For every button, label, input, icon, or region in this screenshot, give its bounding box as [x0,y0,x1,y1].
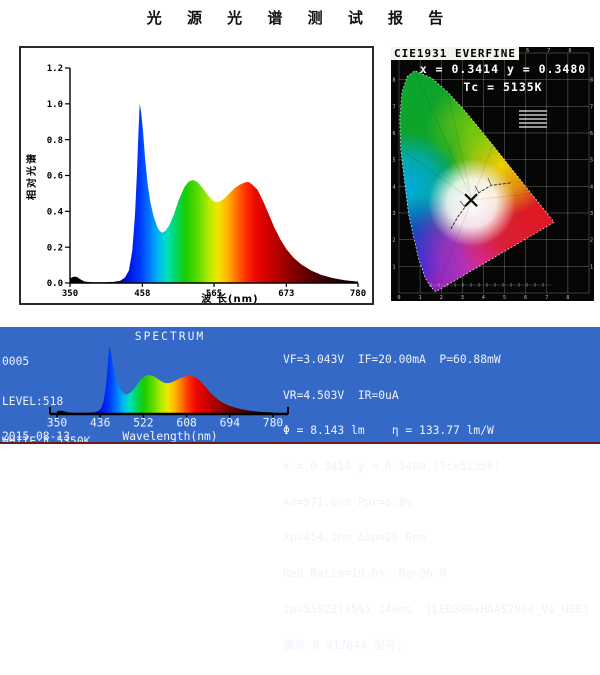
svg-text:6: 6 [590,131,593,137]
date-label: 2015-08-13 [2,430,71,443]
svg-text:4: 4 [590,184,593,190]
svg-text:2: 2 [392,238,395,244]
svg-text:350: 350 [62,289,78,299]
svg-text:780: 780 [263,417,284,430]
svg-text:8: 8 [566,295,569,301]
measurement-line: Ip=55922(85%) 140ms [LED300+HAAS2000_V1_… [283,602,590,616]
measurement-line: Φ = 8.143 lm η = 133.77 lm/W [283,424,494,438]
svg-text:7: 7 [590,104,593,110]
svg-text:8: 8 [590,78,593,84]
device-id: 0005 [2,355,30,369]
cie-header-label: CIE1931 EVERFINE [391,47,519,60]
svg-text:673: 673 [278,289,294,299]
measurement-line: Red Ratio=19.6% Ra=96.0 [283,567,447,581]
svg-text:0: 0 [397,295,400,301]
panel-spectrum-chart: 350 436 522 608 694 780 [47,347,289,430]
svg-text:8: 8 [568,48,571,54]
svg-text:436: 436 [90,417,111,430]
svg-text:0.2: 0.2 [47,243,63,253]
spectrum-chart: 0.0 0.2 0.4 0.6 0.8 1.0 1.2 350 458 565 673 780 波 长(… [25,64,366,305]
svg-text:1: 1 [590,264,593,270]
cie-diagram: 0011223344556677881122334455667788 [391,47,594,301]
svg-text:波 长(nm): 波 长(nm) [201,292,258,303]
svg-text:7: 7 [545,295,548,301]
svg-text:8: 8 [392,78,395,84]
svg-text:0.4: 0.4 [47,208,64,218]
measurement-line: x = 0.3414 y = 0.3480 (Tc=5135K) [283,459,501,473]
measurement-line: VR=4.503V IR=0uA [283,388,399,402]
svg-text:1: 1 [419,295,422,301]
svg-text:2: 2 [440,295,443,301]
svg-text:0.6: 0.6 [47,172,63,182]
svg-text:6: 6 [526,48,529,54]
cie-tc-value: Tc = 5135K [463,80,543,94]
svg-text:0.0: 0.0 [47,279,63,289]
svg-text:3: 3 [392,211,395,217]
svg-text:0.8: 0.8 [47,136,63,146]
level-value: LEVEL:518 [2,395,64,409]
svg-text:7: 7 [547,48,550,54]
svg-text:1: 1 [392,264,395,270]
measurement-line: λd=571.0nm Pur=6.8% [283,495,413,509]
svg-text:3: 3 [461,295,464,301]
svg-text:4: 4 [482,295,485,301]
svg-text:6: 6 [392,131,395,137]
svg-text:780: 780 [350,289,366,299]
spectrum-chart-box: 0.0 0.2 0.4 0.6 0.8 1.0 1.2 350 458 565 673 780 波 长(… [19,46,374,305]
svg-text:5: 5 [392,158,395,164]
measurement-line: λp=454.1nm Δλp=26.0nm [283,531,426,545]
report-page: 光 源 光 谱 测 试 报 告 0.0 0.2 0.4 0.6 0.8 1.0 1.2 350… [0,9,600,651]
cie-xy-value: x = 0.3414 y = 0.3480 [419,62,587,76]
measurement-line: VF=3.043V IF=20.00mA P=60.88mW [283,352,501,366]
svg-text:相对光谱: 相对光谱 [25,152,38,200]
measurement-line: 编号:N 417844 型号: [283,638,404,652]
measurement-readout: VF=3.043V IF=20.00mA P=60.88mW VR=4.503V… [283,330,589,675]
svg-text:608: 608 [176,417,197,430]
svg-text:350: 350 [47,417,68,430]
svg-text:522: 522 [133,417,153,430]
svg-text:7: 7 [392,104,395,110]
svg-text:694: 694 [220,417,241,430]
svg-text:1.0: 1.0 [47,100,63,110]
page-title: 光 源 光 谱 测 试 报 告 [146,9,454,27]
svg-text:5: 5 [590,158,593,164]
svg-text:1.2: 1.2 [47,64,63,74]
svg-text:458: 458 [134,289,150,299]
svg-text:3: 3 [590,211,593,217]
svg-text:6: 6 [524,295,527,301]
panel-spectrum-title: SPECTRUM [134,330,206,343]
svg-text:5: 5 [503,295,506,301]
svg-text:2: 2 [590,238,593,244]
bottom-edge-line [0,442,600,444]
svg-text:565: 565 [206,289,222,299]
svg-text:4: 4 [392,184,395,190]
instrument-panel: 0005 LEVEL:518 WHITE:A_5350K SPECTRUM 35… [0,327,600,651]
cie-chart-box: 0011223344556677881122334455667788 CIE19… [391,47,594,301]
wavelength-axis-label: Wavelength(nm) [122,430,218,443]
